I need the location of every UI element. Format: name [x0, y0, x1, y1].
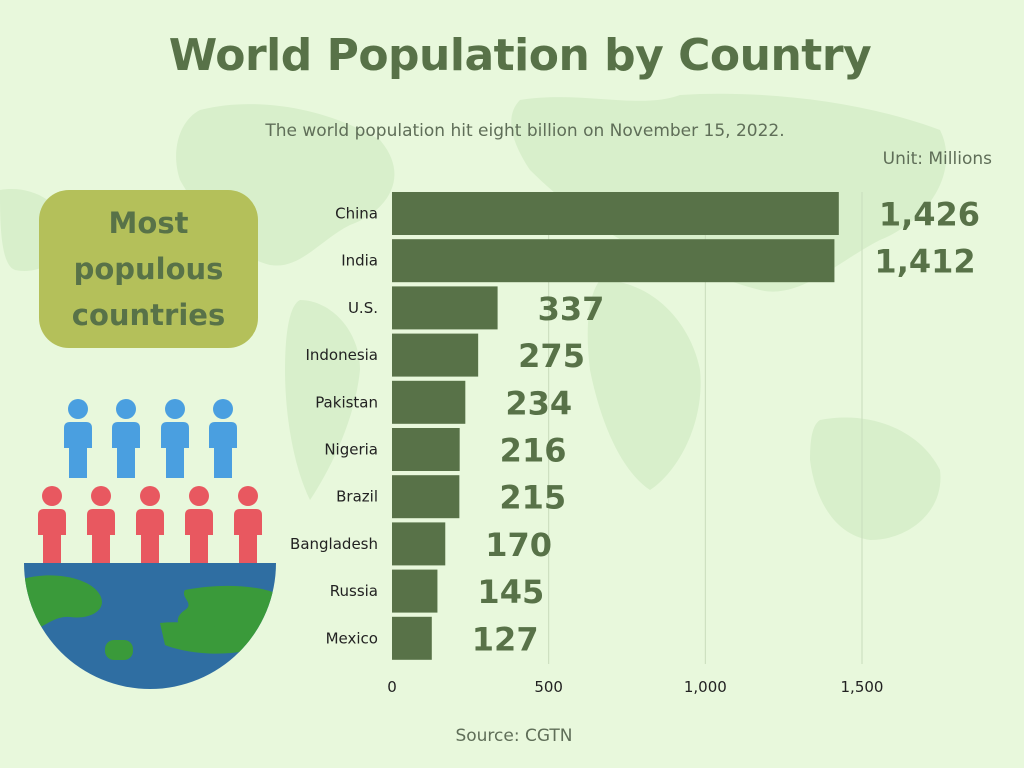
person-icon [234, 486, 262, 565]
category-label: Bangladesh [290, 535, 378, 553]
person-icon [64, 399, 92, 478]
category-label: U.S. [348, 299, 378, 317]
globe-icon [24, 563, 276, 689]
chart-subtitle: The world population hit eight billion o… [265, 121, 785, 141]
value-label: 1,426 [879, 196, 980, 234]
bar [392, 286, 498, 330]
category-label: China [335, 205, 378, 223]
people-icons [38, 399, 262, 565]
value-label: 234 [505, 384, 572, 422]
x-axis-ticks: 0 500 1,000 1,500 [387, 678, 883, 696]
bars [392, 192, 839, 660]
most-populous-badge: Most populous countries [39, 190, 258, 348]
person-icon [161, 399, 189, 478]
value-label: 145 [477, 573, 544, 611]
bar [392, 333, 479, 377]
bar [392, 569, 438, 613]
category-labels: China India U.S. Indonesia Pakistan Nigeria Br… [290, 205, 378, 648]
category-label: Indonesia [305, 346, 378, 364]
category-label: Nigeria [324, 441, 378, 459]
x-tick-label: 1,500 [841, 678, 884, 696]
category-label: Pakistan [315, 393, 378, 411]
person-icon [38, 486, 66, 565]
x-tick-label: 0 [387, 678, 397, 696]
value-label: 275 [518, 337, 585, 375]
person-icon [209, 399, 237, 478]
bar [392, 380, 466, 424]
x-tick-label: 500 [534, 678, 563, 696]
source-note: Source: CGTN [455, 726, 573, 746]
unit-label: Unit: Millions [882, 149, 992, 169]
person-icon [136, 486, 164, 565]
bar [392, 239, 835, 283]
bar [392, 616, 432, 660]
people-on-globe-illustration [24, 399, 276, 689]
value-label: 337 [538, 290, 605, 328]
value-label: 127 [472, 620, 539, 658]
category-label: Brazil [336, 488, 378, 506]
value-label: 170 [485, 526, 552, 564]
person-icon [87, 486, 115, 565]
chart-title: World Population by Country [168, 30, 872, 81]
bar [392, 475, 460, 519]
category-label: India [341, 252, 378, 270]
category-label: Mexico [326, 629, 378, 647]
bar [392, 192, 839, 235]
bar [392, 522, 446, 566]
badge-text: Most populous countries [71, 206, 226, 332]
value-label: 215 [499, 479, 566, 517]
x-tick-label: 1,000 [684, 678, 727, 696]
value-label: 216 [500, 432, 567, 470]
category-label: Russia [330, 582, 378, 600]
person-icon [185, 486, 213, 565]
value-labels: 1,426 1,412 337 275 234 216 215 170 145 127 [472, 196, 980, 659]
person-icon [112, 399, 140, 478]
bar [392, 428, 460, 471]
value-label: 1,412 [874, 243, 975, 281]
